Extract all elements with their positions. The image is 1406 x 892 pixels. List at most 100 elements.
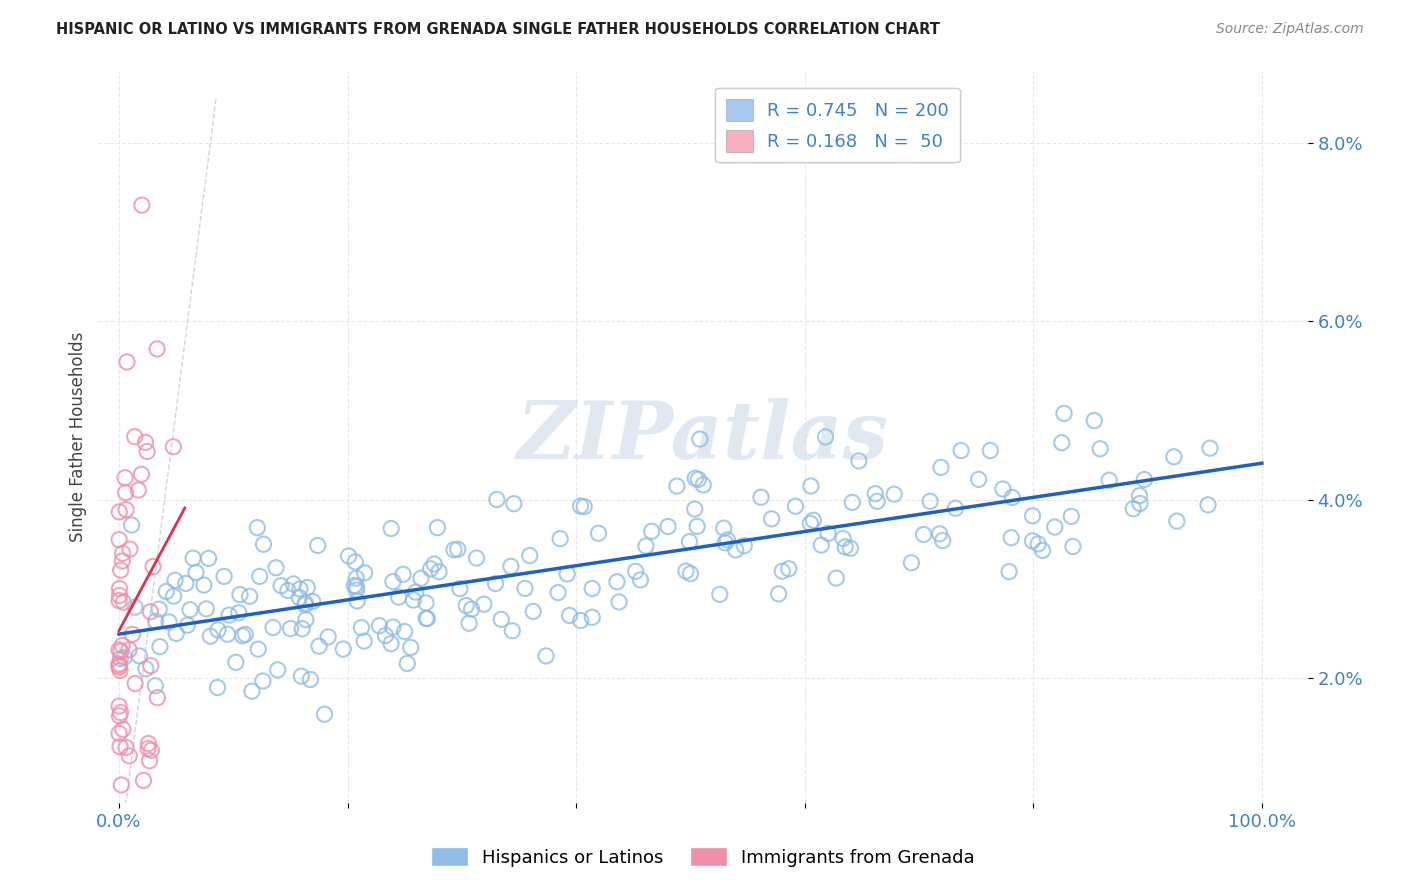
Point [229,588,252,602]
Point [1026,537,1049,551]
Point [110,644,132,658]
Point [291,622,314,636]
Point [277,583,299,598]
Point [770,564,793,578]
Point [141,743,163,757]
Point [264,560,287,574]
Point [900,556,922,570]
Point [290,669,312,683]
Point [108,533,131,547]
Point [111,546,134,560]
Point [689,432,711,446]
Point [207,623,229,637]
Point [1053,406,1076,420]
Point [1199,441,1222,455]
Point [307,539,329,553]
Point [195,602,218,616]
Point [149,640,172,654]
Point [108,739,131,754]
Point [115,740,138,755]
Point [283,577,305,591]
Point [683,471,706,485]
Point [624,564,647,578]
Point [503,497,526,511]
Point [1062,540,1084,554]
Point [1021,508,1043,523]
Point [124,600,146,615]
Point [785,500,807,514]
Point [143,679,166,693]
Point [297,581,319,595]
Point [174,576,197,591]
Point [522,604,544,618]
Point [145,614,167,628]
Point [588,526,610,541]
Point [460,602,482,616]
Point [136,741,159,756]
Point [1163,450,1185,464]
Point [569,614,592,628]
Point [346,582,368,597]
Point [396,657,419,671]
Point [118,542,141,557]
Point [485,492,508,507]
Point [799,516,821,531]
Point [456,599,478,613]
Point [337,549,360,563]
Point [912,527,935,541]
Point [288,582,311,596]
Point [112,595,135,609]
Point [501,624,523,638]
Point [768,587,790,601]
Point [724,542,747,557]
Point [128,648,150,663]
Point [749,490,772,504]
Point [162,440,184,454]
Text: ZIPatlas: ZIPatlas [517,399,889,475]
Point [108,726,131,740]
Point [394,624,416,639]
Point [416,611,439,625]
Point [108,660,131,674]
Point [155,584,177,599]
Point [409,571,432,585]
Point [232,629,254,643]
Point [848,454,870,468]
Point [344,571,367,585]
Point [350,621,373,635]
Point [346,594,368,608]
Point [519,549,541,563]
Point [499,559,522,574]
Point [686,519,709,533]
Point [929,460,952,475]
Point [423,557,446,571]
Point [110,778,132,792]
Point [249,569,271,583]
Point [246,521,269,535]
Point [228,606,250,620]
Point [534,648,557,663]
Point [572,500,595,514]
Point [866,494,889,508]
Point [415,596,437,610]
Point [115,355,138,369]
Point [301,594,323,608]
Point [142,559,165,574]
Point [607,595,630,609]
Point [207,681,229,695]
Point [1166,514,1188,528]
Point [165,626,187,640]
Point [683,502,706,516]
Point [1083,414,1105,428]
Point [262,620,284,634]
Point [139,605,162,619]
Point [108,505,131,519]
Point [761,512,783,526]
Point [465,551,488,566]
Point [558,608,581,623]
Point [138,754,160,768]
Point [581,582,603,596]
Point [239,590,262,604]
Point [834,540,856,554]
Point [692,478,714,492]
